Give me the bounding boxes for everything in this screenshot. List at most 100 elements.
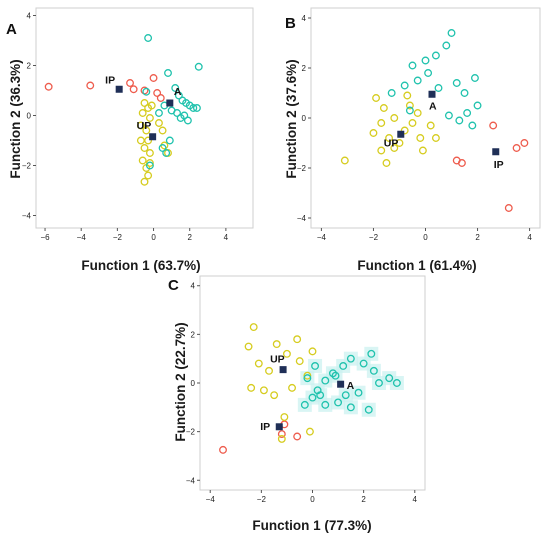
panel-c-x-tick-label: 0 [310,495,315,504]
panel-b-point-up [405,101,414,110]
panel-a-point-up [142,126,151,135]
panel-b-point-up [382,159,391,167]
panel-b-x-tick-label: −4 [317,233,327,242]
panel-b-point-a [452,79,461,87]
panel-c-centroid-a [337,380,345,388]
panel-b-point-up [340,156,349,165]
panel-a-point-up [136,121,145,130]
panel-c-point-up [308,347,317,356]
panel-a-y-tick-label: −4 [22,212,32,221]
panel-b-point-up [377,146,386,155]
panel-b-point-ip [452,156,461,165]
panel-c-point-up [272,340,281,349]
panel-b-point-a [421,56,430,65]
panel-a-point-up [144,171,153,180]
panel-c-centroid-up [279,366,287,374]
panel-a-point-up [155,119,163,127]
panel-a-y-tick-label: −2 [22,162,32,171]
panel-c-point-up [265,366,273,375]
panel-c-point-up [249,323,258,332]
panel-c-y-tick-label: 0 [191,379,196,388]
panel-c-centroid-label-a: A [347,380,355,392]
panel-c-point-up [293,335,302,344]
panel-c-point-a [303,374,312,383]
panel-b-point-ip [504,204,513,212]
panel-c-point-up [305,427,314,436]
panel-c-point-up [288,383,296,392]
panel-b-x-tick-label: 4 [527,233,532,242]
panel-c-point-a [339,362,348,370]
panel-a-point-a [194,62,203,71]
panel-b-point-a [470,74,479,82]
panel-a-y-tick-label: 4 [27,12,32,21]
panel-a-point-up [138,109,147,117]
panel-c-highlight-cell [389,376,404,390]
panel-a-point-ip [156,94,165,102]
panel-b-point-up [390,114,399,122]
panel-a-x-tick-label: 2 [187,233,192,242]
panel-a-x-tick-label: 0 [151,233,156,242]
panel-a-point-up [140,144,149,152]
panel-c-point-up [295,357,304,366]
panel-b-x-tick-label: −2 [369,233,379,242]
panel-a-point-a [173,109,181,117]
panel-a-point-ip [149,74,158,82]
panel-a-x-tick-label: 4 [224,233,229,242]
panel-c-x-tick-label: −2 [257,495,267,504]
panel-c-x-axis-title: Function 1 (77.3%) [252,518,371,533]
panel-c-point-a [346,354,355,363]
panel-c-point-up [247,383,256,392]
panel-a-point-a [192,104,201,112]
panel-c-point-a [385,374,394,383]
panel-c-point-a [369,366,378,375]
panel-a-point-a [158,144,167,152]
panel-c-point-a [316,391,325,400]
panel-c-point-up [270,391,279,400]
panel-a-plot-frame [35,7,254,229]
panel-c-y-axis-title: Function 2 (22.7%) [173,322,188,441]
panel-a-point-up [158,126,167,135]
panel-c-point-up [259,386,268,395]
panel-a-x-tick-label: −2 [113,233,123,242]
panel-c-x-tick-label: −4 [206,495,216,504]
panel-b-point-a [447,29,456,37]
panel-a-point-ip [153,89,162,97]
panel-a-point-up [140,99,149,107]
panel-a-point-up [140,177,149,186]
panel-b-point-up [377,119,386,127]
panel-c-point-a [354,388,363,397]
panel-a-point-ip [44,82,53,91]
panel-a-point-up [145,149,154,157]
panel-a-y-axis-title: Function 2 (36.3%) [8,59,23,178]
panel-c-highlight-cell [343,400,358,415]
panel-b-point-a [434,84,443,92]
panel-b-y-axis-title: Function 2 (37.6%) [284,59,299,178]
panel-a-point-up [145,159,154,167]
panel-a-point-a [162,149,171,157]
panel-a-point-a [142,87,151,96]
panel-a-x-tick-label: −4 [77,233,87,242]
panel-c-point-up [280,413,289,421]
panel-c-point-a [334,398,343,407]
panel-a-point-up [145,114,154,122]
panel-a-point-a [189,104,198,112]
panel-c-point-up [254,359,263,368]
panel-a-y-tick-label: 2 [27,62,32,71]
panel-c-highlight-cell [351,385,366,400]
panel-b-point-ip [520,139,529,147]
panel-b-point-up [418,146,427,155]
panel-b-y-tick-label: 0 [302,114,307,123]
panel-c-highlight-cell [366,363,381,378]
panel-c-point-up [282,349,291,358]
panel-b-point-up [413,109,422,117]
panel-b-point-a [442,41,451,50]
panel-c-y-tick-label: −2 [186,428,196,437]
panel-c-y-tick-label: −4 [186,476,196,485]
panel-b-point-a [473,101,482,110]
panel-b-y-tick-label: −2 [297,164,307,173]
panel-a-centroid-label-up: UP [137,120,152,132]
panel-b-centroid-ip [492,148,500,156]
panel-c-point-a [375,379,383,387]
panel-b-point-up [426,121,435,130]
